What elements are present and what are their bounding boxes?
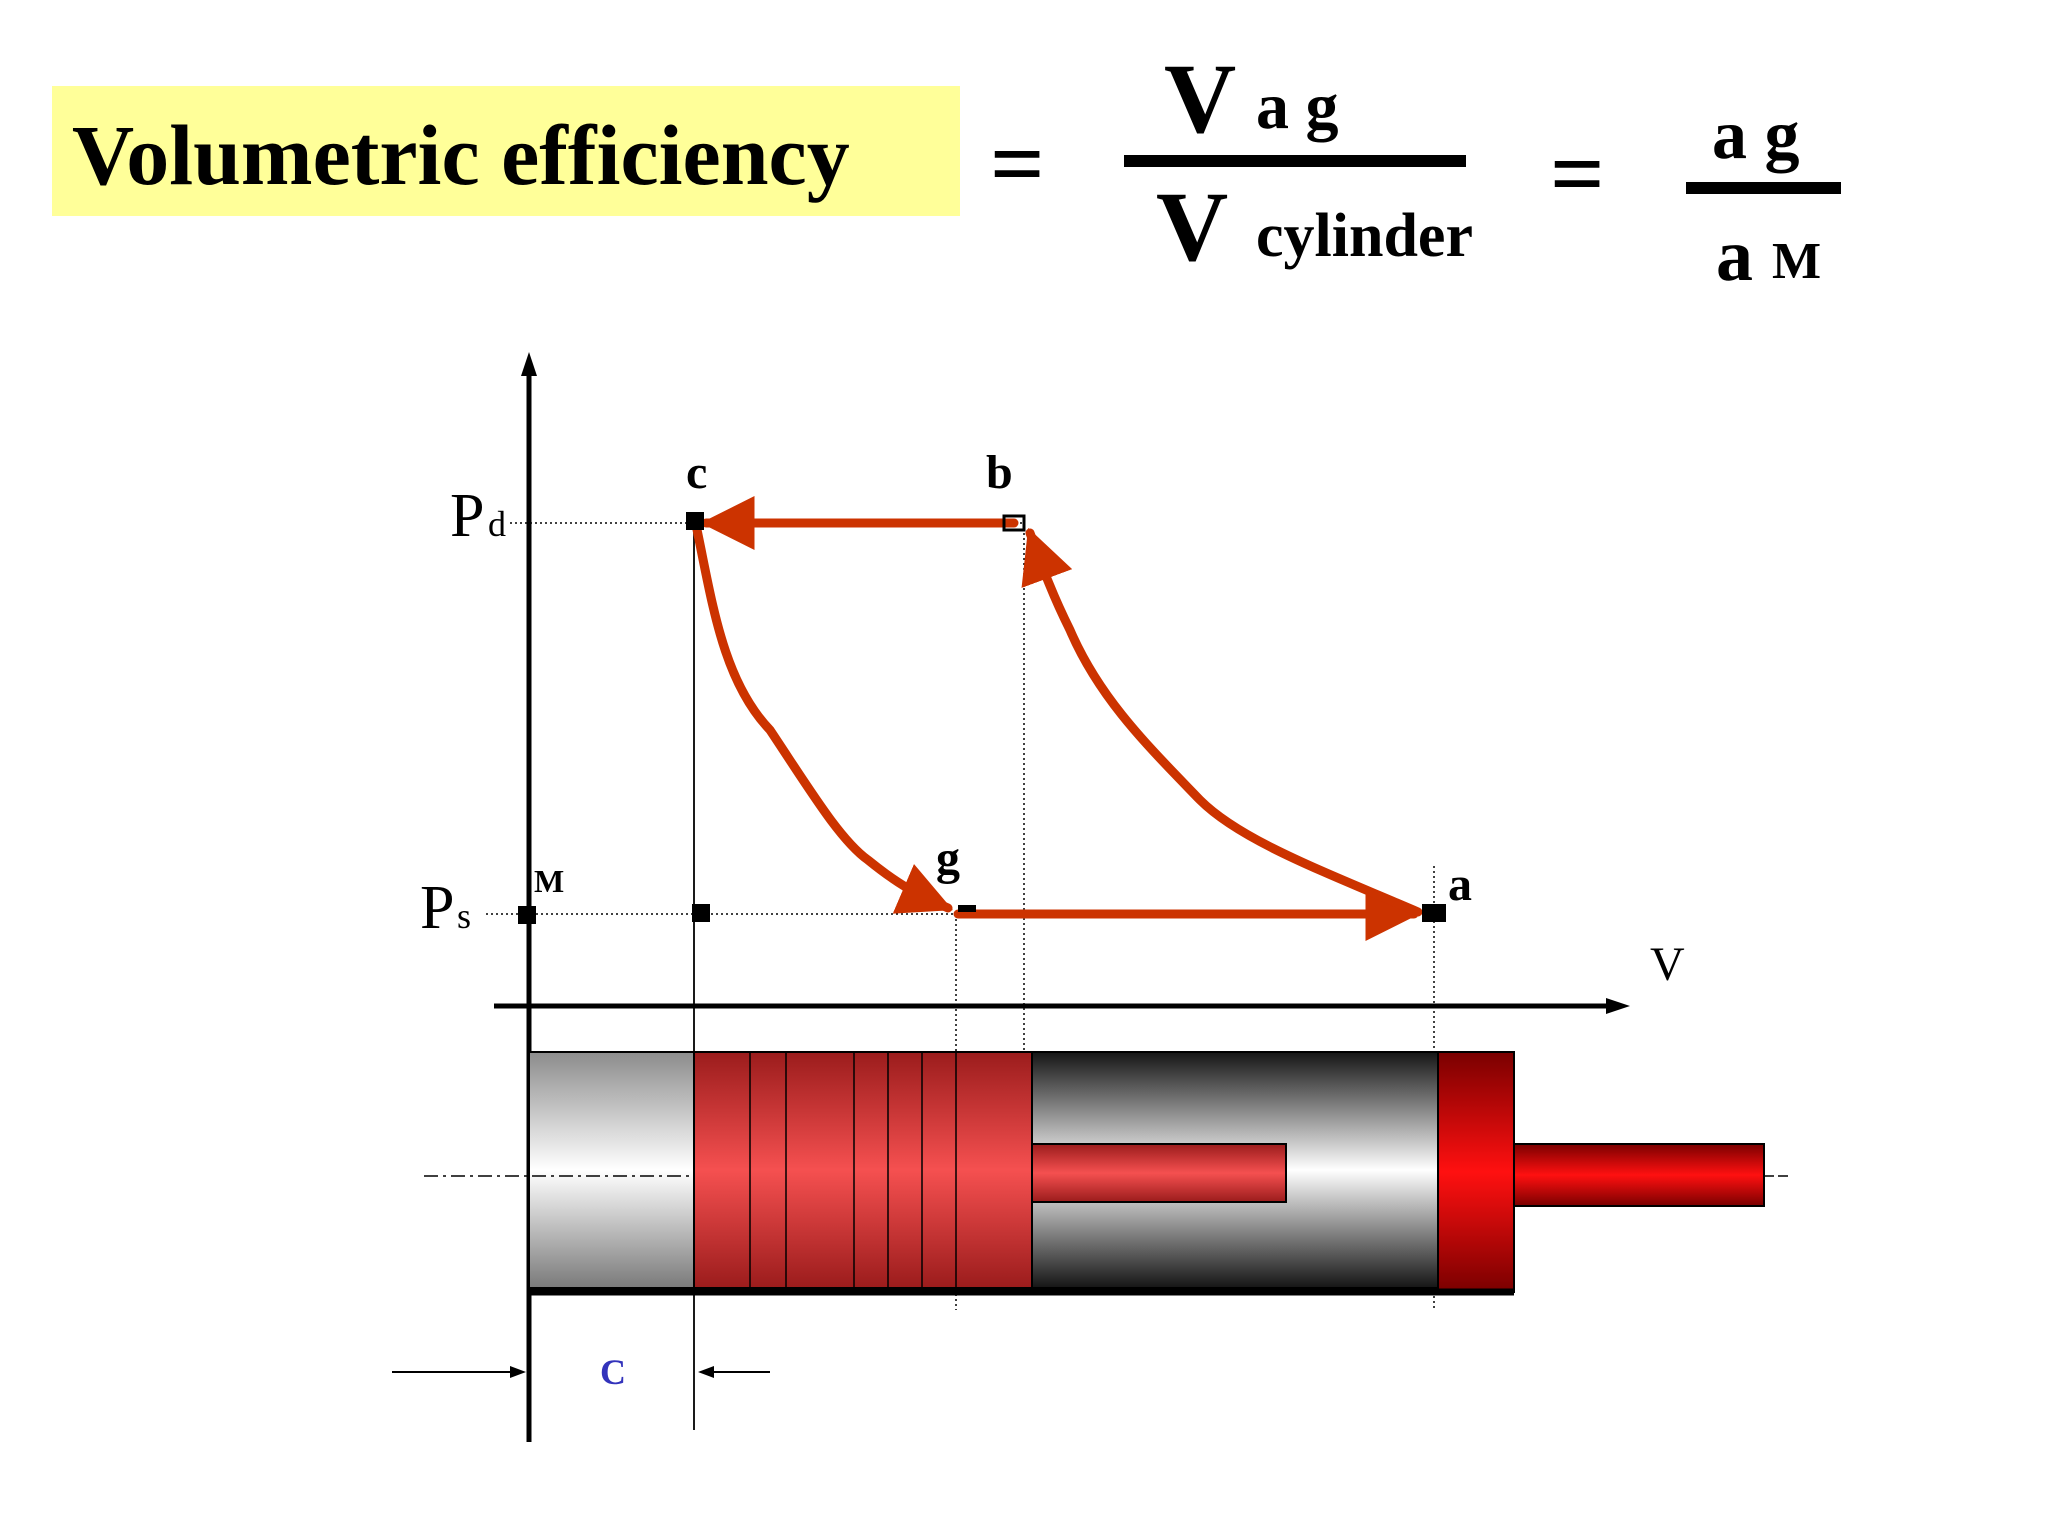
ps-label-sub: s [457,896,471,936]
clearance-right-arrowhead [698,1366,714,1378]
outer-piston-rod [1513,1143,1765,1207]
compression-cycle [691,496,1423,941]
point-c-marker [686,512,704,530]
frac2-denominator-m: M [1772,233,1821,290]
cylinder-end-cap [1437,1051,1515,1293]
cylinder-clearance-space [528,1051,696,1289]
piston-head [693,1051,1033,1289]
volume-axis-arrowhead [1606,998,1630,1014]
clearance-label: C [600,1352,626,1392]
frac1-denominator-sub: cylinder [1256,202,1473,270]
frac1-numerator-v: V [1164,43,1236,154]
point-g-label: g [936,832,960,885]
equals-sign-1: = [990,110,1045,217]
inner-piston-rod [1031,1143,1287,1203]
pd-label-sub: d [488,504,506,544]
cylinder-assembly [424,1051,1792,1296]
frac1-line [1124,155,1466,167]
point-markers [518,512,1446,924]
point-c-label: c [686,446,707,499]
clearance-left-arrowhead [510,1366,526,1378]
frac2-numerator: a g [1712,97,1800,174]
pd-label-p: P [450,482,484,550]
point-m-label: M [534,863,564,899]
point-b-label: b [986,446,1013,499]
expansion-curve-c-to-g [691,520,953,914]
ps-label-p: P [420,874,454,942]
pressure-axis-arrowhead [521,352,537,376]
point-a-marker [1422,904,1446,922]
frac2-line [1686,182,1841,194]
frac1-denominator-v: V [1156,171,1228,282]
point-a-label: a [1448,858,1472,911]
piston-ring-lines [749,1052,957,1288]
equals-sign-2: = [1550,120,1605,227]
point-m-marker [518,906,536,924]
compression-curve-a-to-b [1021,527,1423,917]
frac2-denominator-a: a [1716,215,1753,297]
volume-axis-label: V [1650,938,1685,991]
clearance-dimension [392,1366,770,1378]
title-text: Volumetric efficiency [72,107,850,203]
frac1-numerator-sub: a g [1256,70,1339,143]
title-highlight [52,86,960,216]
point-c-ps-marker [692,904,710,922]
point-b-marker [1002,514,1026,532]
point-g-marker [958,905,976,912]
